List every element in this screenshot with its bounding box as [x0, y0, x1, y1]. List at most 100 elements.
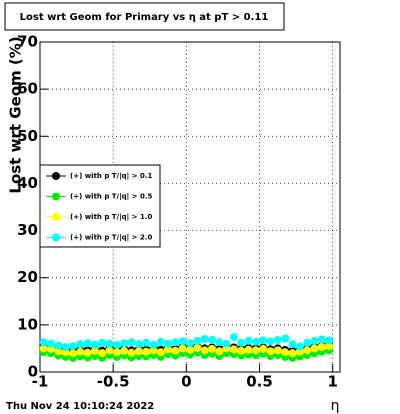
y-tick-label: 20: [17, 268, 38, 286]
marker: [164, 345, 173, 354]
legend-label: (+) with p T/|q| > 0.1: [70, 172, 153, 181]
marker: [259, 336, 268, 345]
marker: [193, 336, 202, 345]
marker: [54, 347, 63, 356]
marker: [244, 336, 253, 345]
legend-label: (+) with p T/|q| > 2.0: [70, 234, 153, 243]
marker: [134, 347, 143, 356]
marker: [200, 335, 209, 343]
marker: [39, 344, 48, 353]
marker: [127, 338, 136, 347]
marker: [46, 339, 55, 348]
marker: [61, 343, 70, 352]
legend-box: [39, 164, 161, 248]
marker: [83, 339, 92, 348]
marker: [112, 341, 121, 350]
marker: [266, 347, 275, 356]
x-tick-label: 1: [327, 373, 337, 391]
y-axis-label: Lost wrt Geom (%): [7, 36, 25, 193]
marker: [171, 338, 180, 347]
marker: [303, 338, 312, 347]
marker: [325, 336, 334, 345]
title-box: [4, 2, 285, 31]
marker: [273, 346, 282, 355]
marker: [68, 342, 77, 351]
legend-marker: [52, 213, 60, 221]
marker: [171, 346, 180, 355]
marker: [134, 340, 143, 349]
marker: [90, 346, 99, 355]
marker: [310, 344, 319, 353]
x-tick-label: 0: [181, 373, 191, 391]
marker: [83, 348, 92, 357]
marker: [193, 343, 202, 352]
marker: [178, 337, 187, 346]
marker: [229, 345, 238, 354]
y-tick-label: 60: [17, 80, 38, 98]
marker: [281, 348, 290, 357]
marker: [186, 339, 194, 348]
marker: [112, 348, 121, 357]
marker: [317, 343, 326, 352]
marker: [215, 347, 224, 356]
marker: [207, 344, 216, 353]
y-tick-label: 70: [17, 33, 38, 51]
legend-label: (+) with p T/|q| > 0.5: [70, 193, 153, 202]
marker: [200, 346, 209, 355]
marker: [273, 335, 282, 344]
marker: [156, 348, 165, 357]
marker: [251, 346, 260, 355]
marker: [68, 349, 77, 358]
x-tick-label: -1: [32, 373, 49, 391]
marker: [39, 338, 48, 347]
marker: [105, 339, 114, 348]
marker: [244, 345, 253, 354]
x-axis-label: η: [331, 398, 340, 414]
marker: [281, 334, 290, 343]
marker: [149, 346, 158, 355]
marker: [325, 342, 334, 351]
marker: [207, 335, 216, 344]
marker: [164, 339, 173, 348]
marker: [120, 339, 129, 348]
legend-marker: [52, 172, 60, 180]
y-tick-label: 40: [17, 174, 38, 192]
timestamp: Thu Nov 24 10:10:24 2022: [6, 401, 154, 412]
x-tick-label: 0.5: [246, 373, 273, 391]
marker: [156, 337, 165, 346]
marker: [178, 344, 187, 353]
legend-label: (+) with p T/|q| > 1.0: [70, 213, 153, 222]
marker: [251, 337, 260, 346]
marker: [127, 348, 136, 357]
y-tick-label: 10: [17, 315, 38, 333]
legend-marker: [52, 233, 60, 242]
marker: [237, 338, 246, 347]
marker: [98, 349, 107, 358]
marker: [142, 338, 151, 347]
y-tick-label: 30: [17, 221, 38, 239]
marker: [317, 335, 326, 344]
marker: [76, 347, 85, 356]
marker: [90, 340, 99, 349]
marker: [76, 340, 85, 349]
marker: [229, 333, 238, 342]
marker: [149, 340, 158, 349]
marker: [186, 345, 194, 354]
marker: [142, 347, 151, 356]
marker: [120, 346, 129, 355]
y-tick-label: 0: [28, 363, 38, 381]
marker: [295, 342, 304, 351]
marker: [303, 346, 312, 355]
y-tick-label: 50: [17, 127, 38, 145]
marker: [237, 346, 246, 355]
legend-marker: [52, 192, 60, 201]
marker: [310, 336, 319, 345]
marker: [259, 344, 268, 353]
marker: [288, 340, 297, 349]
marker: [54, 341, 63, 350]
x-tick-label: -0.5: [97, 373, 130, 391]
chart-title: Lost wrt Geom for Primary vs η at pT > 0…: [20, 12, 269, 23]
marker: [105, 346, 114, 355]
marker: [222, 339, 231, 348]
